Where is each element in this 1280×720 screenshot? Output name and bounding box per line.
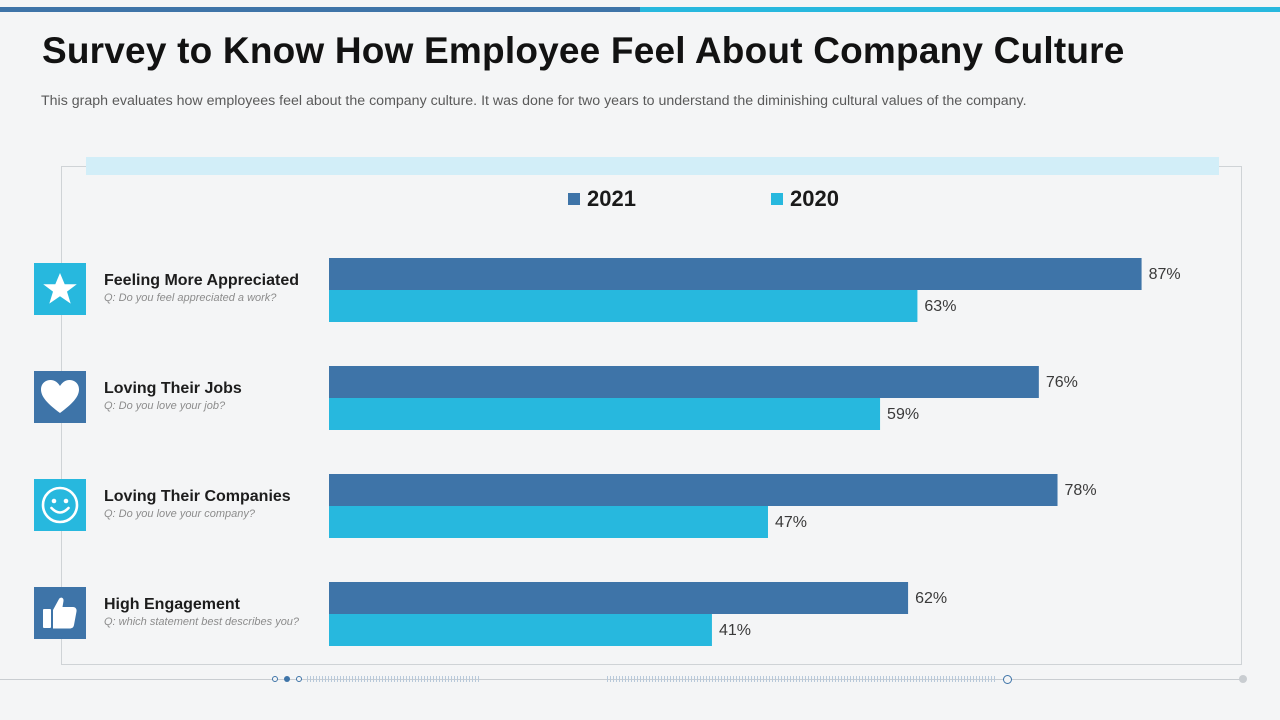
- legend-item-2021: 2021: [568, 186, 636, 212]
- legend-label-2021: 2021: [587, 186, 636, 211]
- category-question: Q: Do you love your company?: [104, 508, 256, 520]
- legend-swatch-2020: [771, 193, 783, 205]
- slider-hatch-left: [307, 676, 480, 682]
- bar-2020-3: [329, 506, 768, 538]
- smiley-icon: [34, 479, 86, 531]
- legend-label-2020: 2020: [790, 186, 839, 211]
- category-question: Q: Do you love your job?: [104, 400, 226, 412]
- slider-dot: [272, 676, 278, 682]
- bar-2021-2: [329, 366, 1039, 398]
- legend-item-2020: 2020: [771, 186, 839, 212]
- slider-hatch-right: [607, 676, 997, 682]
- data-label-2021-2: 76%: [1046, 374, 1078, 391]
- data-label-2020-3: 47%: [775, 514, 807, 531]
- bar-2020-1: [329, 290, 918, 322]
- slider-handle: [1003, 675, 1012, 684]
- legend-swatch-2021: [568, 193, 580, 205]
- data-label-2021-1: 87%: [1149, 266, 1181, 283]
- category-question: Q: which statement best describes you?: [104, 616, 300, 628]
- data-label-2020-2: 59%: [887, 406, 919, 423]
- top-accent-bar-dark: [0, 7, 640, 12]
- bar-2021-3: [329, 474, 1058, 506]
- slider-dot: [296, 676, 302, 682]
- slider-end-dot: [1239, 675, 1247, 683]
- page-title: Survey to Know How Employee Feel About C…: [42, 30, 1125, 71]
- category-label: Loving Their Companies: [104, 488, 291, 505]
- star-icon: [34, 263, 86, 315]
- page-subtitle: This graph evaluates how employees feel …: [41, 93, 1027, 109]
- bar-2020-4: [329, 614, 712, 646]
- category-label: Loving Their Jobs: [104, 380, 242, 397]
- data-label-2020-1: 63%: [924, 298, 956, 315]
- category-label: Feeling More Appreciated: [104, 272, 299, 289]
- category-label: High Engagement: [104, 596, 241, 613]
- category-question: Q: Do you feel appreciated a work?: [104, 292, 277, 304]
- heart-icon: [34, 371, 86, 423]
- bar-2021-4: [329, 582, 909, 614]
- bar-2020-2: [329, 398, 881, 430]
- bar-2021-1: [329, 258, 1142, 290]
- data-label-2020-4: 41%: [719, 622, 751, 639]
- thumbs-up-icon: [34, 587, 86, 639]
- slider-dot-active: [284, 676, 290, 682]
- data-label-2021-3: 78%: [1065, 482, 1097, 499]
- top-accent-bar-light: [640, 7, 1280, 12]
- chart-header-band: [86, 157, 1219, 175]
- data-label-2021-4: 62%: [915, 590, 947, 607]
